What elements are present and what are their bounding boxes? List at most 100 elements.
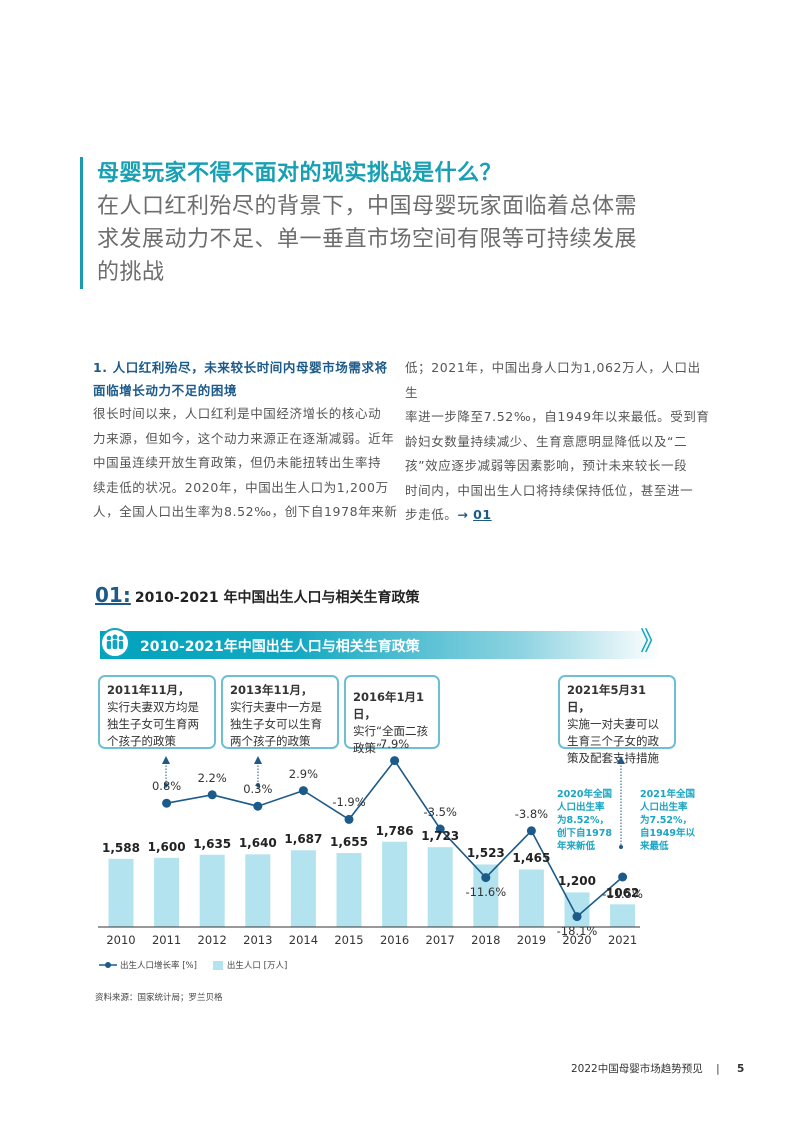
- bar-value-label: 1,600: [147, 839, 186, 854]
- policy-text: 个孩子的政策: [107, 734, 176, 748]
- body-line: 率进一步降至7.52‰，自1949年以来最低。受到育: [405, 409, 710, 424]
- policy-text: 政策”: [353, 741, 382, 755]
- rate-point: [618, 872, 628, 882]
- bar-value-label: 1,635: [193, 836, 232, 851]
- chart-banner: [100, 631, 660, 659]
- body-line: 龄妇女数量持续减少、生育意愿明显降低以及“二: [405, 433, 688, 449]
- rate-point: [253, 801, 263, 811]
- hero-answer-line: 的挑战: [97, 260, 165, 285]
- note-line: 人口出生率: [640, 802, 688, 813]
- bar-legend-icon: [212, 960, 223, 970]
- rate-value-label: -11.6%: [465, 884, 507, 899]
- note-line: 创下自1978: [557, 828, 612, 839]
- hero-answer-line: 在人口红利殆尽的背景下，中国母婴玩家面临着总体需: [97, 194, 638, 219]
- footer-separator: |: [716, 1063, 720, 1075]
- bar: [336, 853, 362, 927]
- chevron-right-icon: 》: [640, 627, 667, 657]
- rate-value-label: -3.5%: [423, 805, 457, 819]
- policy-text: 策及配套支持措施: [567, 751, 659, 765]
- policy-text: 实施一对夫妻可以: [567, 717, 659, 731]
- bar-value-label: 1,200: [558, 874, 596, 889]
- note-line: 来最低: [640, 841, 669, 852]
- policy-text: 独生子女可生育两: [107, 717, 199, 731]
- bar-value-label: 1,588: [102, 840, 140, 855]
- body-text: 步走低。: [405, 507, 458, 522]
- figure-title-text: 2010-2021 年中国出生人口与相关生育政策: [134, 590, 420, 606]
- body-line: 步走低。→ 01: [405, 503, 710, 528]
- body-line: 力来源，但如今，这个动力来源正在逐渐减弱。近年: [93, 430, 395, 446]
- bar-value-label: 1062: [605, 886, 640, 901]
- body-line: 时间内，中国出生人口将持续保持低位，甚至进一: [405, 482, 694, 498]
- note-line: 人口出生率: [557, 802, 605, 813]
- policy-text: 两个孩子的政策: [230, 734, 311, 748]
- figure-title: 01: 2010-2021 年中国出生人口与相关生育政策: [95, 583, 419, 607]
- page-number: 5: [736, 1063, 745, 1075]
- figure-link[interactable]: 01: [473, 507, 492, 522]
- policy-date: 2013年11月，: [230, 683, 313, 697]
- bar-value-label: 1,786: [375, 823, 414, 838]
- bar: [382, 841, 408, 927]
- note-line: 为7.52%，: [640, 815, 692, 826]
- policy-box-2013: 2013年11月， 实行夫妻中一方是 独生子女可以生育 两个孩子的政策: [221, 675, 339, 749]
- growth-rate-points: [162, 756, 628, 922]
- x-axis-tick-label: 2012: [197, 933, 227, 947]
- footer-title: 2022中国母婴市场趋势预见: [571, 1063, 703, 1075]
- note-2020: 2020年全国 人口出生率 为8.52%， 创下自1978 年来新低: [557, 788, 612, 853]
- x-axis-tick-label: 2011: [151, 933, 182, 947]
- note-line: 年来新低: [557, 841, 596, 852]
- rate-point: [162, 798, 172, 808]
- right-column: 低；2021年，中国出身人口为1,062万人，人口出生 率进一步降至7.52‰，…: [405, 356, 710, 528]
- body-line: 孩”效应逐步减弱等因素影响，预计未来较长一段: [405, 458, 688, 473]
- bar: [199, 854, 225, 927]
- x-axis-tick-label: 2016: [379, 933, 410, 947]
- x-axis-tick-label: 2013: [243, 933, 273, 947]
- rate-point: [572, 912, 582, 922]
- bar: [290, 850, 316, 927]
- rate-point: [481, 873, 491, 883]
- policy-text: 独生子女可以生育: [230, 717, 322, 731]
- x-axis-tick-label: 2017: [425, 933, 455, 947]
- left-column: 1. 人口红利殆尽，未来较长时间内母婴市场需求将 面临增长动力不足的困境 很长时…: [93, 356, 398, 525]
- line-legend-icon: [99, 962, 117, 968]
- rate-value-label: 0.8%: [151, 779, 182, 794]
- rate-point: [207, 790, 217, 800]
- note-line: 2021年全国: [640, 789, 695, 800]
- arrow-right-icon: →: [457, 507, 469, 522]
- section-heading: 1. 人口红利殆尽，未来较长时间内母婴市场需求将 面临增长动力不足的困境: [93, 356, 398, 402]
- rate-value-label: -11.5%: [602, 887, 643, 901]
- rate-value-label: 2.2%: [197, 770, 227, 785]
- rate-value-label: -1.9%: [332, 795, 366, 810]
- rate-point: [390, 756, 400, 766]
- people-group-icon: [100, 628, 130, 658]
- body-line: 人，全国人口出生率为8.52‰，创下自1978年来新: [93, 504, 398, 519]
- footer: 2022中国母婴市场趋势预见 | 5: [571, 1061, 744, 1076]
- policy-text: 实行夫妻双方均是: [107, 700, 199, 714]
- note-line: 自1949年以: [640, 828, 695, 839]
- figure-number: 01:: [95, 583, 131, 607]
- hero-block: 母婴玩家不得不面对的现实挑战是什么？ 在人口红利殆尽的背景下，中国母婴玩家面临着…: [80, 157, 717, 289]
- legend-label: 出生人口 [万人]: [226, 961, 288, 971]
- body-line: 中国虽连续开放生育政策，但仍未能扭转出生率持: [93, 455, 382, 470]
- bar: [427, 847, 453, 927]
- policy-text: 实行夫妻中一方是: [230, 700, 322, 714]
- policy-box-2021: 2021年5月31日， 实施一对夫妻可以 生育三个子女的政 策及配套支持措施: [558, 675, 676, 765]
- section-heading-line: 面临增长动力不足的困境: [93, 383, 238, 398]
- note-line: 2020年全国: [557, 789, 612, 800]
- rate-value-label: 0.3%: [243, 782, 273, 797]
- hero-question: 母婴玩家不得不面对的现实挑战是什么？: [97, 161, 503, 186]
- note-2021: 2021年全国 人口出生率 为7.52%， 自1949年以 来最低: [640, 788, 695, 853]
- policy-date: 2016年1月1日，: [353, 690, 425, 721]
- bar-value-label: 1,465: [512, 851, 551, 866]
- bar-value-label: 1,655: [330, 835, 368, 850]
- bar: [108, 858, 134, 927]
- policy-text: 生育三个子女的政: [567, 734, 659, 748]
- x-axis-tick-label: 2014: [288, 933, 319, 947]
- rate-value-label: 2.9%: [288, 766, 318, 781]
- rate-point: [526, 826, 536, 836]
- bar-value-label: 1,723: [421, 829, 460, 844]
- x-axis-tick-label: 2010: [106, 933, 136, 947]
- source-note: 资料来源：国家统计局；罗兰贝格: [95, 993, 223, 1003]
- bar: [518, 869, 544, 927]
- policy-date: 2011年11月，: [107, 683, 190, 697]
